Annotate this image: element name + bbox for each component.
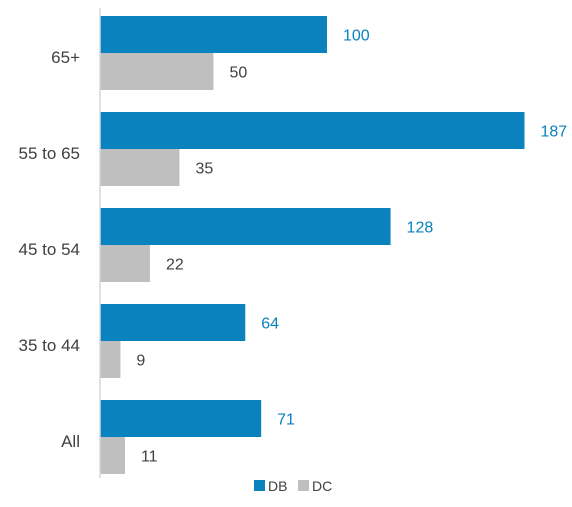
category-label: 55 to 65: [19, 144, 80, 163]
bar-dc: [100, 341, 121, 378]
data-label-db: 64: [261, 316, 279, 333]
data-label-dc: 35: [195, 161, 213, 178]
legend: DB DC: [254, 478, 332, 494]
data-label-dc: 11: [141, 449, 158, 466]
bar-db: [100, 16, 327, 53]
bar-db: [100, 112, 525, 149]
bar-dc: [100, 245, 150, 282]
bar-db: [100, 208, 391, 245]
bar-dc: [100, 437, 125, 474]
category-label: All: [61, 432, 80, 451]
data-label-db: 100: [343, 28, 370, 45]
bars-layer: [100, 16, 525, 474]
bar-db: [100, 400, 262, 437]
data-label-dc: 22: [166, 257, 184, 274]
legend-swatch-db: [254, 480, 265, 491]
legend-label-dc: DC: [312, 478, 332, 494]
legend-swatch-dc: [298, 480, 309, 491]
data-label-db: 71: [277, 412, 295, 429]
data-label-db: 128: [407, 220, 434, 237]
category-label: 65+: [51, 48, 80, 67]
data-label-dc: 9: [136, 353, 145, 370]
bar-db: [100, 304, 246, 341]
labels-layer: 65+ 100 50 55 to 65 187 35 45 to 54 128 22 35 to …: [19, 28, 568, 466]
bar-dc: [100, 149, 180, 186]
data-label-db: 187: [540, 124, 567, 141]
legend-label-db: DB: [268, 478, 287, 494]
bar-dc: [100, 53, 214, 90]
category-label: 35 to 44: [19, 336, 80, 355]
category-label: 45 to 54: [19, 240, 80, 259]
data-label-dc: 50: [230, 65, 248, 82]
